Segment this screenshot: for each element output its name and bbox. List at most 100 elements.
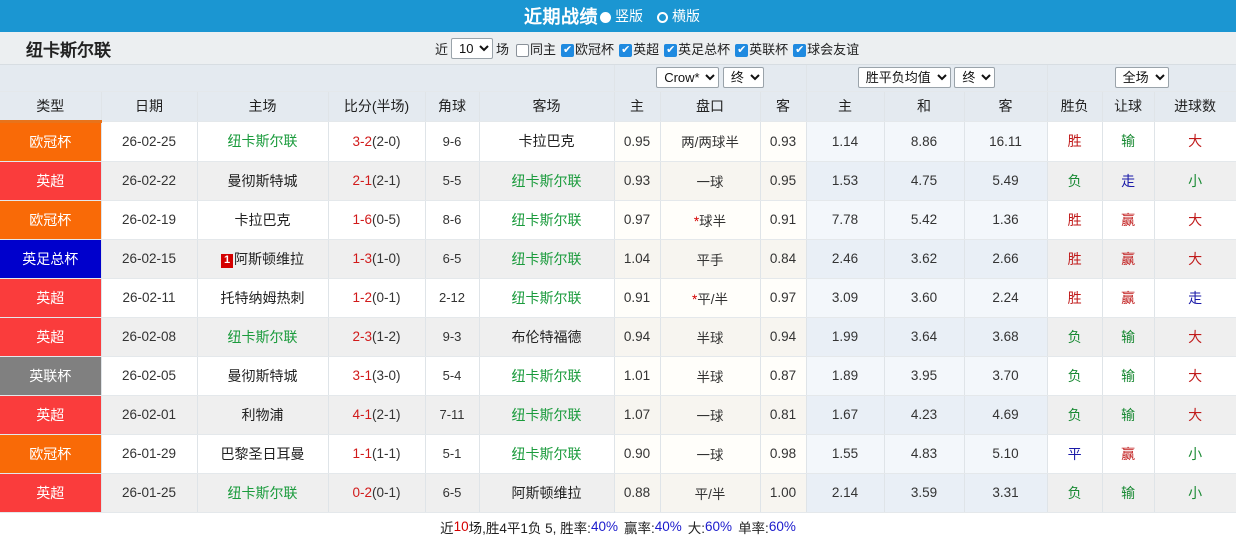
competition-badge[interactable]: 英超	[0, 395, 101, 434]
home-team-cell[interactable]: 纽卡斯尔联	[197, 473, 329, 513]
table-row[interactable]: 欧冠杯 26-02-19 卡拉巴克 1-6(0-5) 8-6 纽卡斯尔联 0.97 *球半 0.…	[0, 200, 1236, 240]
competition-badge[interactable]: 英超	[0, 278, 101, 317]
same-home-checkbox[interactable]	[516, 44, 530, 57]
table-row[interactable]: 英超 26-02-11 托特纳姆热刺 1-2(0-1) 2-12 纽卡斯尔联 0.91 *平/…	[0, 278, 1236, 318]
table-row[interactable]: 英超 26-02-01 利物浦 4-1(2-1) 7-11 纽卡斯尔联 1.07 一球 0.81…	[0, 395, 1236, 435]
header-odds-away[interactable]: 客	[964, 91, 1048, 122]
header-handicap-home[interactable]: 主	[614, 91, 661, 122]
handicap-home-odds-cell: 0.94	[614, 317, 661, 357]
away-team-cell[interactable]: 纽卡斯尔联	[479, 200, 615, 240]
title-bar: 近期战绩 竖版 横版	[0, 0, 1236, 32]
odds-type-select[interactable]: 胜平负均值	[857, 67, 951, 89]
handicap-company-select[interactable]: Crow*	[656, 67, 720, 89]
home-team-cell[interactable]: 卡拉巴克	[197, 200, 329, 240]
header-odds-draw[interactable]: 和	[884, 91, 965, 122]
table-row[interactable]: 欧冠杯 26-02-25 纽卡斯尔联 3-2(2-0) 9-6 卡拉巴克 0.95 两/两球半…	[0, 121, 1236, 162]
header-handicap-away[interactable]: 客	[760, 91, 807, 122]
away-team-cell[interactable]: 布伦特福德	[479, 317, 615, 357]
comp-checkbox-friendly[interactable]	[793, 44, 807, 57]
home-team-cell[interactable]: 1 阿斯顿维拉	[197, 239, 329, 279]
score-cell[interactable]: 1-6(0-5)	[328, 200, 426, 240]
table-row[interactable]: 英超 26-02-08 纽卡斯尔联 2-3(1-2) 9-3 布伦特福德 0.94 半球 0.9…	[0, 317, 1236, 357]
recent-count-select[interactable]: 10	[451, 38, 494, 59]
match-type-cell[interactable]: 欧冠杯	[0, 434, 102, 474]
header-odds-home[interactable]: 主	[806, 91, 885, 122]
score-cell[interactable]: 0-2(0-1)	[328, 473, 426, 513]
competition-badge[interactable]: 英超	[0, 473, 101, 512]
competition-badge[interactable]: 英超	[0, 317, 101, 356]
score-cell[interactable]: 3-1(3-0)	[328, 356, 426, 396]
home-team-cell[interactable]: 巴黎圣日耳曼	[197, 434, 329, 474]
match-type-cell[interactable]: 英超	[0, 161, 102, 201]
home-team-cell[interactable]: 托特纳姆热刺	[197, 278, 329, 318]
match-type-cell[interactable]: 英超	[0, 317, 102, 357]
score-cell[interactable]: 1-2(0-1)	[328, 278, 426, 318]
table-row[interactable]: 英足总杯 26-02-15 1 阿斯顿维拉 1-3(1-0) 6-5 纽卡斯尔联 1.04 平手…	[0, 239, 1236, 279]
header-home[interactable]: 主场	[197, 91, 329, 122]
away-team-cell[interactable]: 纽卡斯尔联	[479, 434, 615, 474]
match-type-cell[interactable]: 欧冠杯	[0, 200, 102, 240]
odds-draw-cell: 3.60	[884, 278, 965, 318]
match-type-cell[interactable]: 英超	[0, 278, 102, 318]
header-handicap-line[interactable]: 盘口	[660, 91, 761, 122]
header-away[interactable]: 客场	[479, 91, 615, 122]
score-cell[interactable]: 1-3(1-0)	[328, 239, 426, 279]
competition-badge[interactable]: 欧冠杯	[0, 122, 101, 161]
comp-label-fa-cup[interactable]: 英足总杯	[678, 42, 731, 57]
away-team-cell[interactable]: 纽卡斯尔联	[479, 161, 615, 201]
radio-vertical-layout[interactable]	[600, 11, 611, 23]
comp-checkbox-efl-cup[interactable]	[735, 44, 749, 57]
table-row[interactable]: 英联杯 26-02-05 曼彻斯特城 3-1(3-0) 5-4 纽卡斯尔联 1.01 半球 0.…	[0, 356, 1236, 396]
header-handicap-result[interactable]: 让球	[1102, 91, 1155, 122]
away-team-cell[interactable]: 阿斯顿维拉	[479, 473, 615, 513]
away-team-cell[interactable]: 纽卡斯尔联	[479, 356, 615, 396]
same-home-label[interactable]: 同主	[530, 42, 557, 57]
comp-label-efl-cup[interactable]: 英联杯	[749, 42, 789, 57]
header-date[interactable]: 日期	[101, 91, 198, 122]
radio-horizontal-label[interactable]: 横版	[672, 8, 700, 24]
match-type-cell[interactable]: 欧冠杯	[0, 121, 102, 162]
comp-checkbox-fa-cup[interactable]	[664, 44, 678, 57]
away-team-cell[interactable]: 纽卡斯尔联	[479, 278, 615, 318]
home-team-cell[interactable]: 曼彻斯特城	[197, 161, 329, 201]
comp-label-epl[interactable]: 英超	[633, 42, 660, 57]
competition-badge[interactable]: 英足总杯	[0, 239, 101, 278]
score-cell[interactable]: 1-1(1-1)	[328, 434, 426, 474]
comp-checkbox-ucl[interactable]	[561, 44, 575, 57]
away-team-cell[interactable]: 纽卡斯尔联	[479, 239, 615, 279]
table-row[interactable]: 英超 26-01-25 纽卡斯尔联 0-2(0-1) 6-5 阿斯顿维拉 0.88 平/半 1.…	[0, 473, 1236, 513]
header-result[interactable]: 胜负	[1047, 91, 1103, 122]
score-cell[interactable]: 3-2(2-0)	[328, 121, 426, 162]
comp-checkbox-epl[interactable]	[619, 44, 633, 57]
radio-horizontal-layout[interactable]	[657, 11, 668, 23]
home-team-cell[interactable]: 曼彻斯特城	[197, 356, 329, 396]
match-type-cell[interactable]: 英超	[0, 473, 102, 513]
home-team-cell[interactable]: 利物浦	[197, 395, 329, 435]
match-type-cell[interactable]: 英超	[0, 395, 102, 435]
table-row[interactable]: 欧冠杯 26-01-29 巴黎圣日耳曼 1-1(1-1) 5-1 纽卡斯尔联 0.90 一球 0…	[0, 434, 1236, 474]
radio-vertical-label[interactable]: 竖版	[615, 8, 643, 24]
score-cell[interactable]: 2-1(2-1)	[328, 161, 426, 201]
home-team-cell[interactable]: 纽卡斯尔联	[197, 317, 329, 357]
table-row[interactable]: 英超 26-02-22 曼彻斯特城 2-1(2-1) 5-5 纽卡斯尔联 0.93 一球 0.9…	[0, 161, 1236, 201]
comp-label-ucl[interactable]: 欧冠杯	[575, 42, 615, 57]
odds-time-select[interactable]: 终	[954, 67, 996, 89]
competition-badge[interactable]: 欧冠杯	[0, 200, 101, 239]
score-cell[interactable]: 2-3(1-2)	[328, 317, 426, 357]
match-type-cell[interactable]: 英联杯	[0, 356, 102, 396]
away-team-cell[interactable]: 纽卡斯尔联	[479, 395, 615, 435]
competition-badge[interactable]: 英联杯	[0, 356, 101, 395]
scope-select[interactable]: 全场	[1114, 67, 1169, 89]
header-type[interactable]: 类型	[0, 91, 102, 123]
header-corner[interactable]: 角球	[425, 91, 480, 122]
header-score[interactable]: 比分(半场)	[328, 91, 426, 122]
competition-badge[interactable]: 欧冠杯	[0, 434, 101, 473]
header-goals-result[interactable]: 进球数	[1154, 91, 1236, 122]
match-type-cell[interactable]: 英足总杯	[0, 239, 102, 279]
home-team-cell[interactable]: 纽卡斯尔联	[197, 121, 329, 162]
comp-label-friendly[interactable]: 球会友谊	[807, 42, 860, 57]
competition-badge[interactable]: 英超	[0, 161, 101, 200]
score-cell[interactable]: 4-1(2-1)	[328, 395, 426, 435]
handicap-time-select[interactable]: 终	[722, 67, 764, 89]
away-team-cell[interactable]: 卡拉巴克	[479, 121, 615, 162]
